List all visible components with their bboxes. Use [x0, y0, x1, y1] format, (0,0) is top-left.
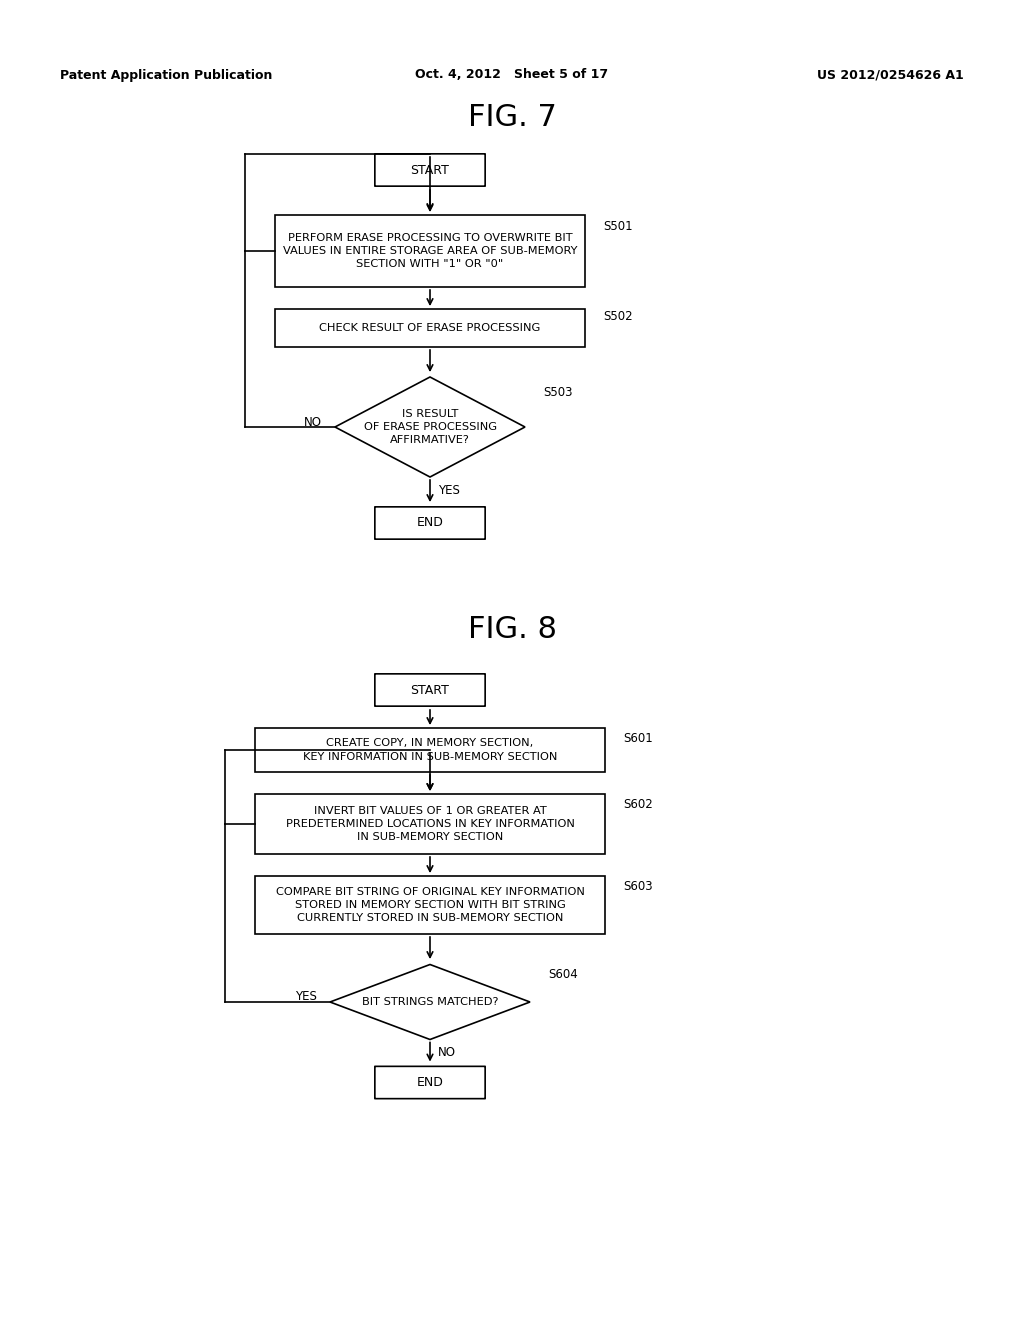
FancyBboxPatch shape [375, 507, 485, 539]
Text: YES: YES [295, 990, 317, 1003]
Text: S501: S501 [603, 220, 633, 234]
Text: NO: NO [438, 1045, 456, 1059]
Text: S503: S503 [543, 385, 572, 399]
Text: PERFORM ERASE PROCESSING TO OVERWRITE BIT
VALUES IN ENTIRE STORAGE AREA OF SUB-M: PERFORM ERASE PROCESSING TO OVERWRITE BI… [283, 232, 578, 269]
Text: CREATE COPY, IN MEMORY SECTION,
KEY INFORMATION IN SUB-MEMORY SECTION: CREATE COPY, IN MEMORY SECTION, KEY INFO… [303, 738, 557, 762]
Text: S602: S602 [623, 797, 652, 810]
Text: END: END [417, 516, 443, 529]
Polygon shape [335, 378, 525, 477]
Text: FIG. 7: FIG. 7 [468, 103, 556, 132]
Bar [275, 215, 585, 286]
Polygon shape [330, 965, 530, 1040]
Text: S502: S502 [603, 310, 633, 323]
Text: IS RESULT
OF ERASE PROCESSING
AFFIRMATIVE?: IS RESULT OF ERASE PROCESSING AFFIRMATIV… [364, 409, 497, 445]
Text: Patent Application Publication: Patent Application Publication [60, 69, 272, 82]
Text: BIT STRINGS MATCHED?: BIT STRINGS MATCHED? [361, 997, 499, 1007]
Bar [255, 729, 605, 772]
Text: START: START [411, 684, 450, 697]
Text: INVERT BIT VALUES OF 1 OR GREATER AT
PREDETERMINED LOCATIONS IN KEY INFORMATION
: INVERT BIT VALUES OF 1 OR GREATER AT PRE… [286, 805, 574, 842]
Text: YES: YES [438, 484, 460, 498]
FancyBboxPatch shape [375, 154, 485, 186]
FancyBboxPatch shape [375, 1067, 485, 1098]
Text: S601: S601 [623, 731, 652, 744]
Text: NO: NO [304, 416, 322, 429]
FancyBboxPatch shape [375, 673, 485, 706]
Bar [255, 795, 605, 854]
Text: FIG. 8: FIG. 8 [468, 615, 556, 644]
Text: CHECK RESULT OF ERASE PROCESSING: CHECK RESULT OF ERASE PROCESSING [319, 323, 541, 333]
Text: END: END [417, 1076, 443, 1089]
Text: US 2012/0254626 A1: US 2012/0254626 A1 [817, 69, 964, 82]
Bar [275, 309, 585, 347]
Text: Oct. 4, 2012   Sheet 5 of 17: Oct. 4, 2012 Sheet 5 of 17 [416, 69, 608, 82]
Text: S603: S603 [623, 879, 652, 892]
Text: START: START [411, 164, 450, 177]
Bar [255, 876, 605, 935]
Text: S604: S604 [548, 968, 578, 981]
Text: COMPARE BIT STRING OF ORIGINAL KEY INFORMATION
STORED IN MEMORY SECTION WITH BIT: COMPARE BIT STRING OF ORIGINAL KEY INFOR… [275, 887, 585, 923]
